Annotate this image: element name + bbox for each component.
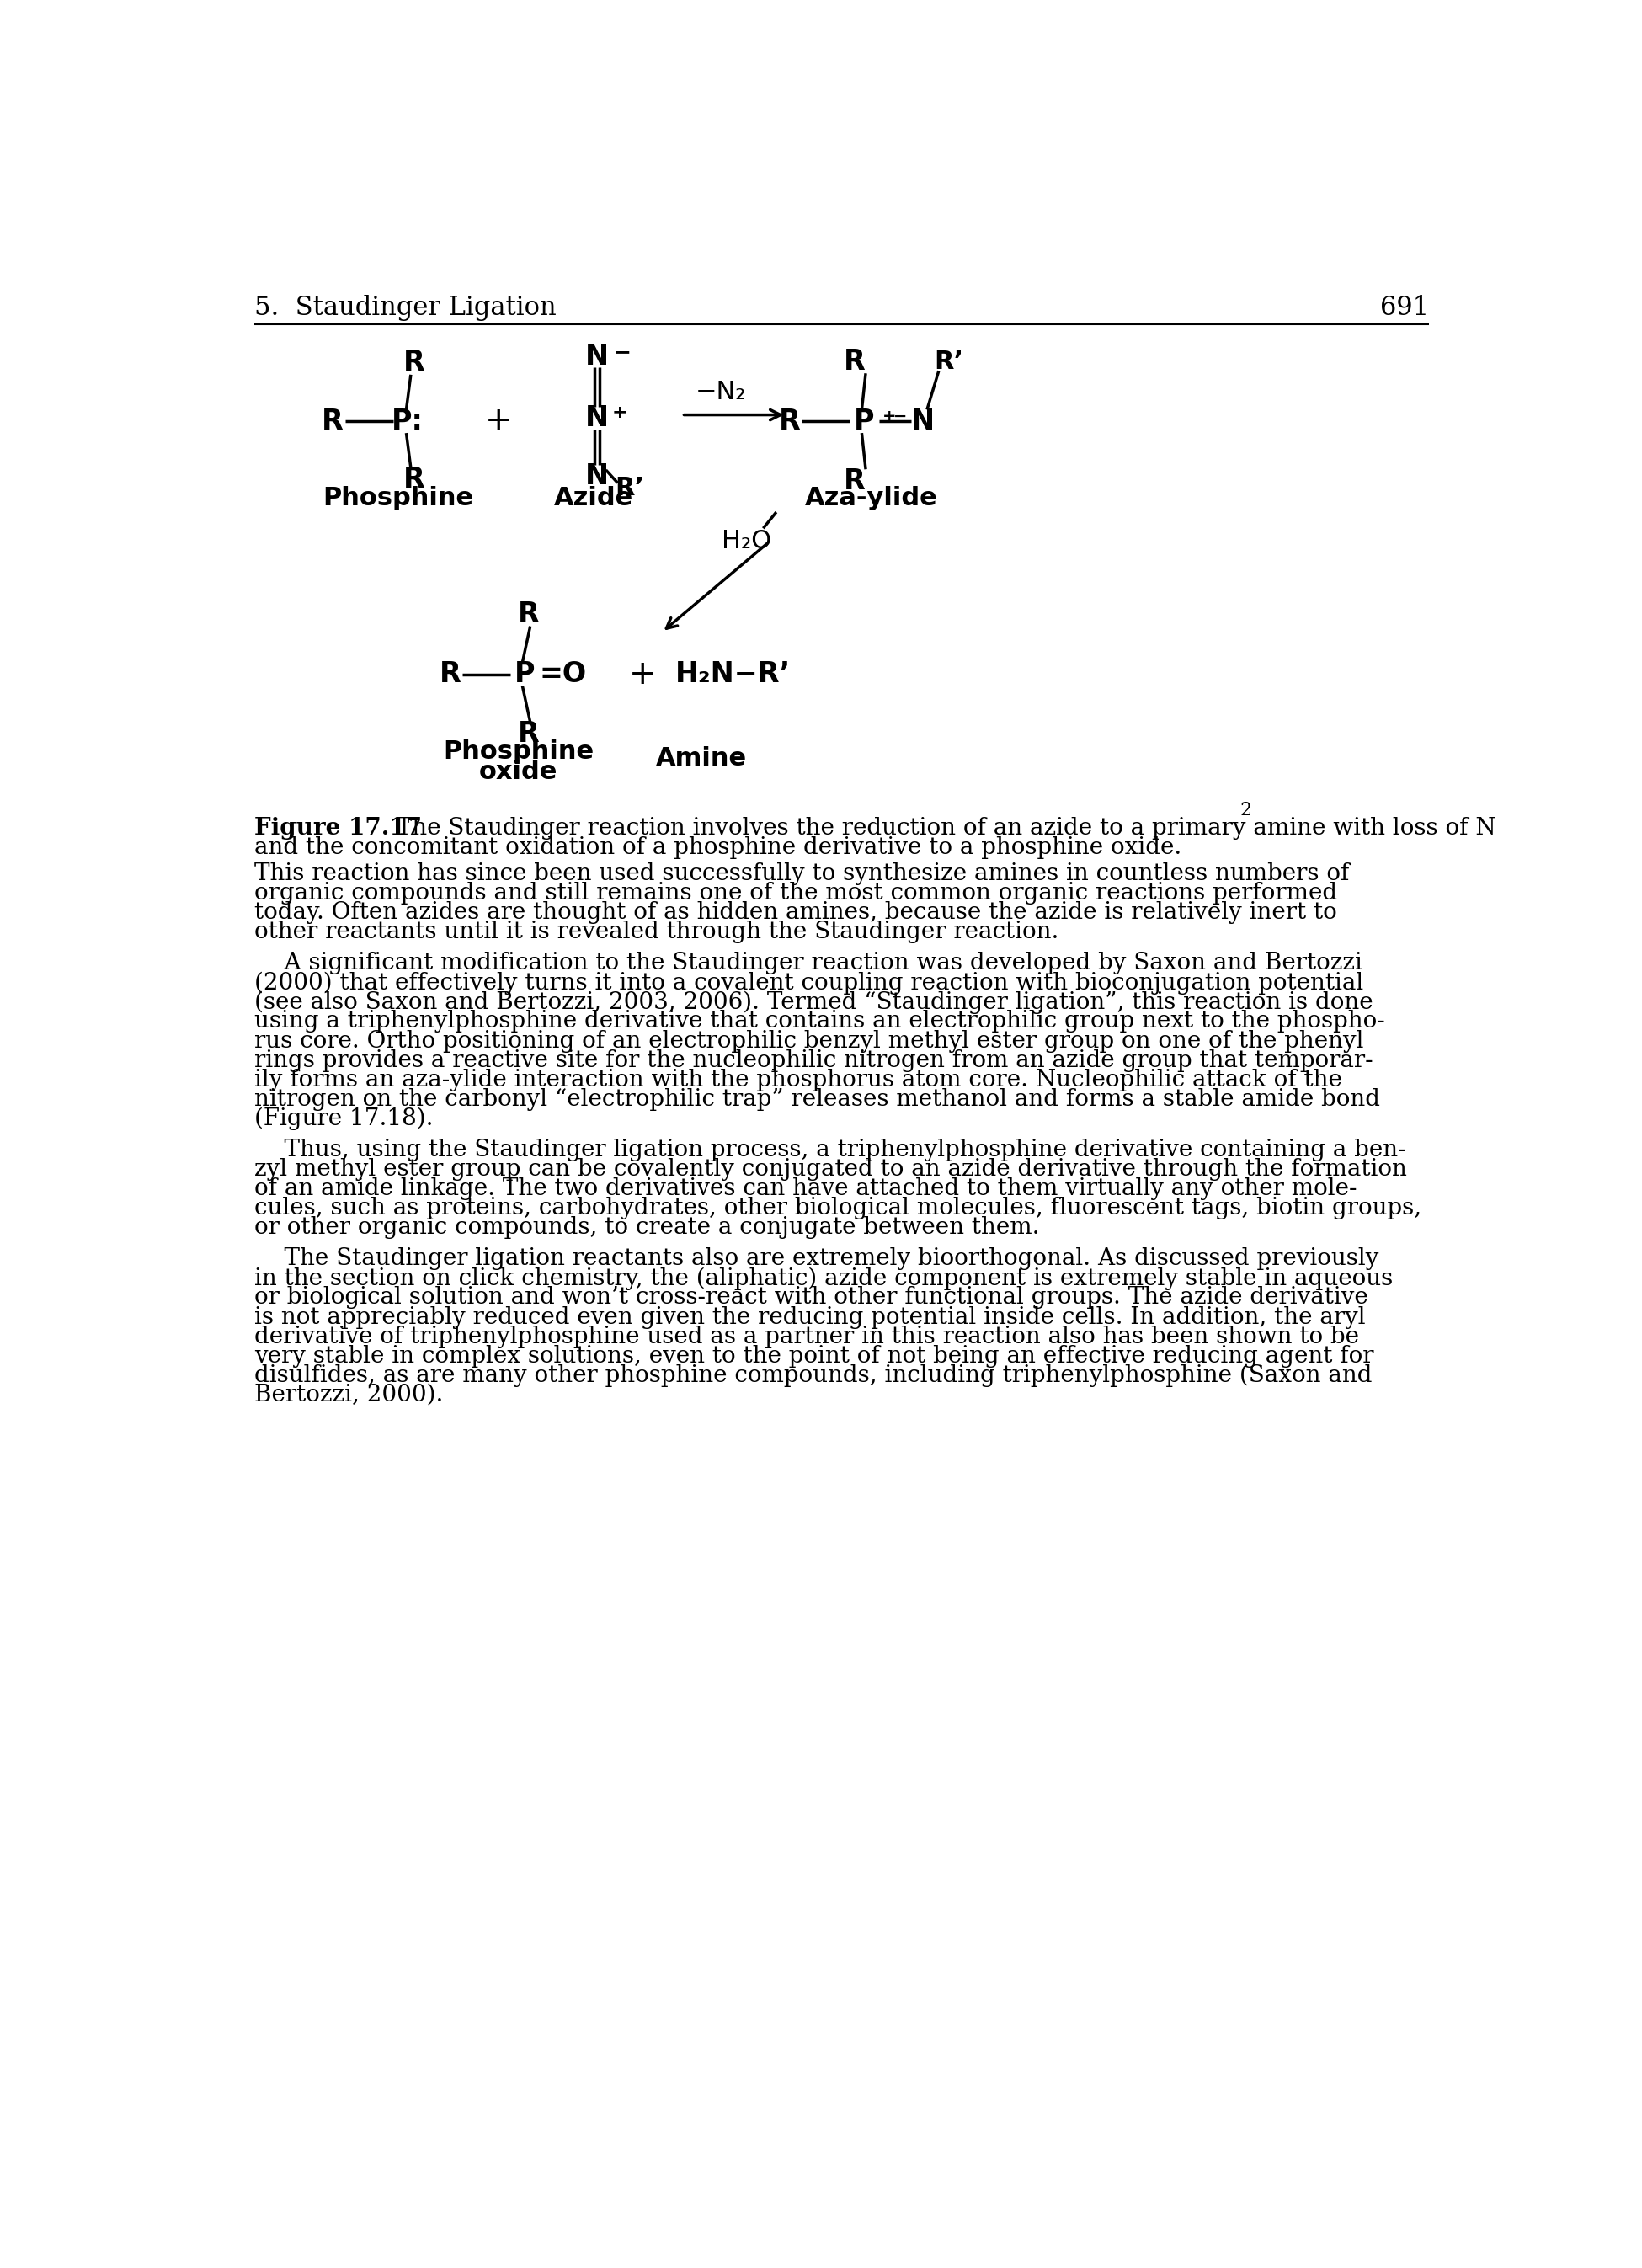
Text: −: − [893, 408, 906, 424]
Text: 2: 2 [1240, 801, 1251, 819]
Text: R: R [404, 465, 425, 494]
Text: H₂N−R’: H₂N−R’ [675, 660, 790, 687]
Text: rus core. Ortho positioning of an electrophilic benzyl methyl ester group on one: rus core. Ortho positioning of an electr… [255, 1030, 1363, 1052]
Text: is not appreciably reduced even given the reducing potential inside cells. In ad: is not appreciably reduced even given th… [255, 1306, 1366, 1329]
Text: =O: =O [539, 660, 586, 687]
Text: Aza-ylide: Aza-ylide [805, 485, 938, 510]
Text: P: P [854, 408, 875, 435]
Text: using a triphenylphosphine derivative that contains an electrophilic group next : using a triphenylphosphine derivative th… [255, 1009, 1384, 1032]
Text: 691: 691 [1379, 295, 1429, 320]
Text: N: N [585, 404, 609, 431]
Text: −N₂: −N₂ [695, 381, 745, 404]
Text: R: R [517, 601, 539, 628]
Text: Amine: Amine [655, 746, 747, 771]
Text: +: + [612, 404, 627, 422]
Text: N: N [585, 463, 609, 490]
Text: disulfides, as are many other phosphine compounds, including triphenylphosphine : disulfides, as are many other phosphine … [255, 1365, 1373, 1388]
Text: today. Often azides are thought of as hidden amines, because the azide is relati: today. Often azides are thought of as hi… [255, 900, 1337, 923]
Text: R: R [322, 408, 343, 435]
Text: The Staudinger ligation reactants also are extremely bioorthogonal. As discussed: The Staudinger ligation reactants also a… [255, 1247, 1379, 1270]
Text: ily forms an aza-ylide interaction with the phosphorus atom core. Nucleophilic a: ily forms an aza-ylide interaction with … [255, 1068, 1342, 1091]
Text: Bertozzi, 2000).: Bertozzi, 2000). [255, 1383, 443, 1406]
Text: +: + [484, 406, 512, 438]
Text: H₂O: H₂O [722, 528, 772, 553]
Text: derivative of triphenylphosphine used as a partner in this reaction also has bee: derivative of triphenylphosphine used as… [255, 1325, 1360, 1347]
Text: R: R [438, 660, 461, 687]
Text: 5.  Staudinger Ligation: 5. Staudinger Ligation [255, 295, 557, 320]
Text: R: R [404, 349, 425, 376]
Text: or biological solution and won’t cross-react with other functional groups. The a: or biological solution and won’t cross-r… [255, 1286, 1368, 1309]
Text: This reaction has since been used successfully to synthesize amines in countless: This reaction has since been used succes… [255, 862, 1350, 885]
Text: very stable in complex solutions, even to the point of not being an effective re: very stable in complex solutions, even t… [255, 1345, 1374, 1368]
Text: +: + [883, 408, 897, 424]
Text: R’: R’ [616, 476, 645, 501]
Text: R: R [778, 408, 800, 435]
Text: Thus, using the Staudinger ligation process, a triphenylphosphine derivative con: Thus, using the Staudinger ligation proc… [255, 1139, 1406, 1161]
Text: The Staudinger reaction involves the reduction of an azide to a primary amine wi: The Staudinger reaction involves the red… [381, 816, 1496, 839]
Text: Phosphine: Phosphine [322, 485, 473, 510]
Text: nitrogen on the carbonyl “electrophilic trap” releases methanol and forms a stab: nitrogen on the carbonyl “electrophilic … [255, 1089, 1379, 1111]
Text: and the concomitant oxidation of a phosphine derivative to a phosphine oxide.: and the concomitant oxidation of a phosp… [255, 837, 1182, 860]
Text: in the section on click chemistry, the (aliphatic) azide component is extremely : in the section on click chemistry, the (… [255, 1268, 1392, 1290]
Text: Figure 17.17: Figure 17.17 [255, 816, 422, 839]
Text: Azide: Azide [553, 485, 634, 510]
Text: rings provides a reactive site for the nucleophilic nitrogen from an azide group: rings provides a reactive site for the n… [255, 1050, 1373, 1073]
Text: cules, such as proteins, carbohydrates, other biological molecules, fluorescent : cules, such as proteins, carbohydrates, … [255, 1198, 1422, 1220]
Text: of an amide linkage. The two derivatives can have attached to them virtually any: of an amide linkage. The two derivatives… [255, 1177, 1356, 1200]
Text: organic compounds and still remains one of the most common organic reactions per: organic compounds and still remains one … [255, 882, 1337, 905]
Text: zyl methyl ester group can be covalently conjugated to an azide derivative throu: zyl methyl ester group can be covalently… [255, 1159, 1407, 1182]
Text: A significant modification to the Staudinger reaction was developed by Saxon and: A significant modification to the Staudi… [255, 953, 1363, 975]
Text: N: N [911, 408, 934, 435]
Text: R: R [844, 347, 865, 376]
Text: N: N [585, 342, 609, 370]
Text: R: R [517, 719, 539, 748]
Text: R: R [844, 467, 865, 494]
Text: +: + [629, 658, 657, 689]
Text: (see also Saxon and Bertozzi, 2003, 2006). Termed “Staudinger ligation”, this re: (see also Saxon and Bertozzi, 2003, 2006… [255, 991, 1373, 1014]
Text: R’: R’ [934, 349, 964, 374]
Text: (2000) that effectively turns it into a covalent coupling reaction with bioconju: (2000) that effectively turns it into a … [255, 971, 1363, 993]
Text: P: P [514, 660, 535, 687]
Text: −: − [612, 342, 631, 363]
Text: (Figure 17.18).: (Figure 17.18). [255, 1107, 433, 1129]
Text: oxide: oxide [479, 760, 558, 785]
Text: Phosphine: Phosphine [443, 739, 594, 764]
Text: P:: P: [391, 408, 424, 435]
Text: other reactants until it is revealed through the Staudinger reaction.: other reactants until it is revealed thr… [255, 921, 1059, 943]
Text: or other organic compounds, to create a conjugate between them.: or other organic compounds, to create a … [255, 1216, 1039, 1238]
